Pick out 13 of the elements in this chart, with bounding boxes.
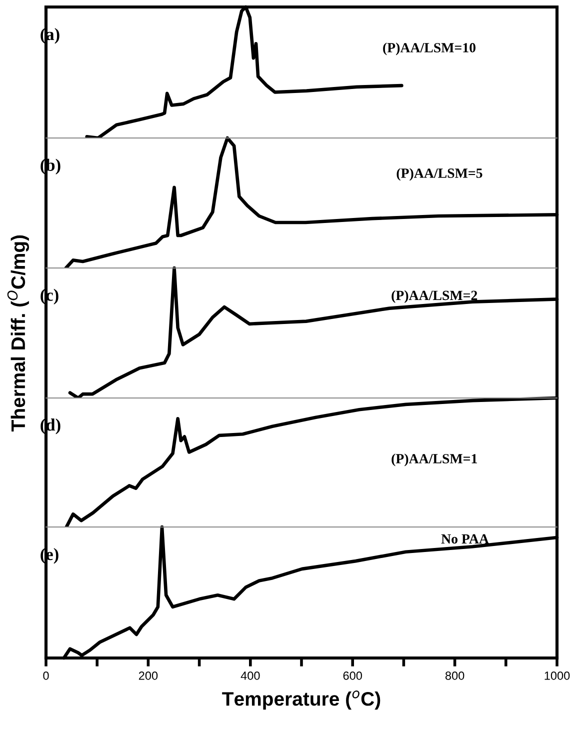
annotation: (P)AA/LSM=10 [383,42,476,56]
annotation: (P)AA/LSM=1 [392,454,477,466]
annotation: No PAA [441,534,489,544]
x-tick-label: 800 [445,672,464,680]
y-axis-title: Thermal Diff. ($^{O}$C/mg) [7,235,30,432]
x-axis-title: Temperature ($^{o}$C) [222,690,380,710]
annotation: (P)AA/LSM=5 [396,168,482,181]
x-tick-label: 400 [240,672,260,680]
x-tick-label: 600 [343,672,362,680]
x-tick-label: 1000 [544,672,570,680]
x-tick-label: 200 [138,672,158,680]
x-tick-label: 0 [43,672,49,680]
annotation: (P)AA/LSM=2 [392,290,478,303]
